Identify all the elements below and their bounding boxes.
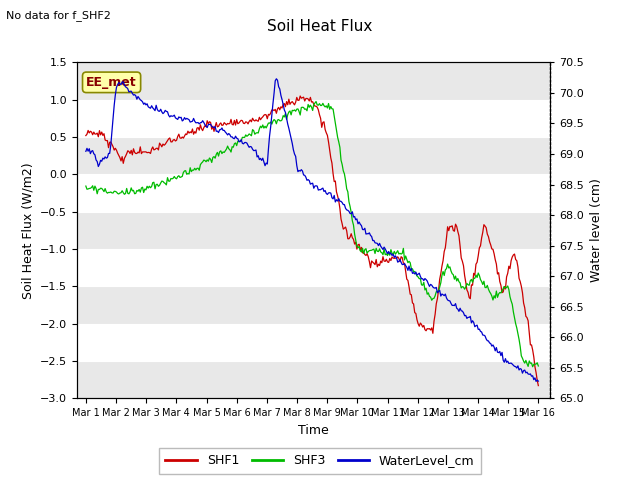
Bar xyxy=(77,137,550,174)
Legend: SHF1, SHF3, WaterLevel_cm: SHF1, SHF3, WaterLevel_cm xyxy=(159,448,481,474)
Text: EE_met: EE_met xyxy=(86,76,137,89)
Bar xyxy=(77,287,550,324)
Bar xyxy=(77,361,550,398)
Bar xyxy=(77,100,550,137)
X-axis label: Time: Time xyxy=(298,424,329,437)
Y-axis label: Soil Heat Flux (W/m2): Soil Heat Flux (W/m2) xyxy=(21,162,35,299)
Bar xyxy=(77,324,550,361)
Text: Soil Heat Flux: Soil Heat Flux xyxy=(268,19,372,34)
Y-axis label: Water level (cm): Water level (cm) xyxy=(589,179,603,282)
Text: No data for f_SHF2: No data for f_SHF2 xyxy=(6,10,111,21)
Bar xyxy=(77,174,550,212)
Bar xyxy=(77,212,550,249)
Bar xyxy=(77,62,550,100)
Bar xyxy=(77,249,550,287)
